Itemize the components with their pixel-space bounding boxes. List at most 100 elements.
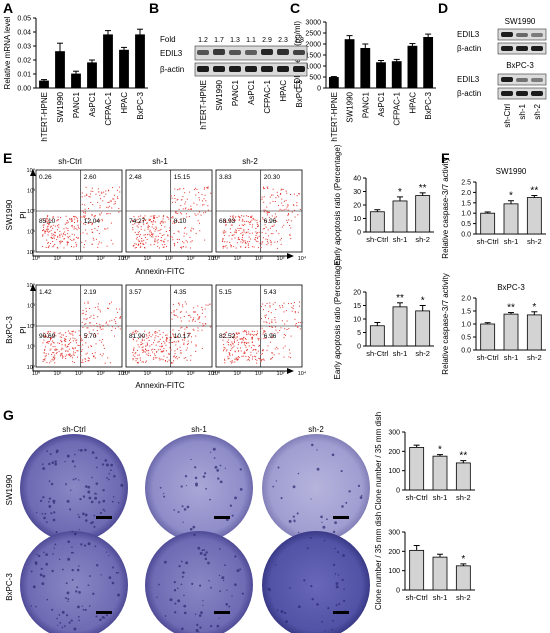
y-tick-label: 10² bbox=[27, 209, 35, 215]
quadrant-value: 74.27 bbox=[129, 218, 146, 225]
y-axis-label: Clone number / 35 mm dish bbox=[374, 412, 383, 510]
quadrant-value: 10.17 bbox=[174, 333, 191, 340]
y-tick-label: 2.0 bbox=[461, 296, 471, 303]
x-tick-label: sh-2 bbox=[527, 353, 542, 362]
fold-value: 1.3 bbox=[230, 37, 240, 44]
x-tick-label: sh-2 bbox=[456, 493, 471, 502]
scale-bar bbox=[333, 516, 349, 519]
colony-dish bbox=[20, 531, 128, 633]
fold-value: 1.2 bbox=[198, 37, 208, 44]
blot-band-label: EDIL3 bbox=[457, 30, 480, 39]
y-tick-label: 15 bbox=[353, 303, 361, 310]
event-dots bbox=[42, 186, 121, 249]
quadrant-value: 15.15 bbox=[174, 174, 191, 181]
bar bbox=[135, 34, 145, 89]
bar bbox=[503, 313, 519, 351]
blot-d-title-top: SW1990 bbox=[505, 17, 536, 26]
x-tick-label: 10³ bbox=[187, 256, 195, 262]
flow-row-label: SW1990 bbox=[5, 199, 14, 230]
x-tick-label: 10² bbox=[165, 256, 173, 262]
scale-bar bbox=[96, 611, 112, 614]
colony-dish bbox=[145, 531, 253, 633]
y-tick-label: 10 bbox=[353, 317, 361, 324]
arrow-icon bbox=[287, 368, 294, 374]
x-tick-label: sh-1 bbox=[393, 235, 408, 244]
bar bbox=[526, 197, 542, 235]
flow-y-label: PI bbox=[19, 211, 28, 219]
blot-d-title-bottom: BxPC-3 bbox=[506, 61, 534, 70]
bar bbox=[407, 45, 418, 89]
x-tick-label: 10³ bbox=[187, 371, 195, 377]
bar bbox=[39, 80, 49, 89]
blot-lane-label: AsPC1 bbox=[247, 79, 256, 104]
x-tick-label: BxPC-3 bbox=[424, 91, 433, 119]
y-tick-label: 30 bbox=[353, 189, 361, 196]
colony-speckles bbox=[35, 448, 124, 536]
y-tick-label: 10¹ bbox=[27, 345, 35, 351]
quadrant-value: 5.15 bbox=[219, 289, 232, 296]
bar bbox=[391, 61, 402, 89]
blot-band-label: β-actin bbox=[457, 89, 481, 98]
bar bbox=[392, 200, 408, 233]
x-tick-label: sh-1 bbox=[433, 493, 448, 502]
significance-mark: * bbox=[421, 296, 425, 307]
x-tick-label: sh-Ctrl bbox=[477, 237, 499, 246]
quadrant-value: 5.43 bbox=[264, 289, 277, 296]
bar bbox=[526, 314, 542, 351]
blot-lane-label: CFPAC-1 bbox=[263, 79, 272, 113]
fold-value: 2.9 bbox=[262, 37, 272, 44]
y-tick-label: 10² bbox=[27, 324, 35, 330]
western-blot-b: Fold 1.2 1.7 1.3 1.1 2.9 2.3 1.8 EDIL3 β… bbox=[160, 35, 308, 130]
bar bbox=[369, 325, 385, 347]
quadrant-value: 5.70 bbox=[84, 333, 97, 340]
colony-col-label: sh-Ctrl bbox=[62, 425, 86, 434]
x-tick-label: CFPAC-1 bbox=[393, 91, 402, 125]
fold-value: 1.1 bbox=[246, 37, 256, 44]
bar bbox=[455, 565, 471, 591]
chart-f-sw1990-caspase: 0.0 0.5 1.0 1.5 2.0 2.5 Relative caspase-3/7 a… bbox=[441, 157, 546, 259]
flow-cytometry-panel: SW1990 BxPC-3 PI PI sh-Ctrl sh-1 sh-2 An… bbox=[5, 157, 307, 390]
y-tick-label: 40 bbox=[353, 176, 361, 183]
blot-lane-label: hTERT-HPNE bbox=[199, 80, 208, 130]
x-tick-label: 10¹ bbox=[54, 256, 62, 262]
significance-mark: * bbox=[461, 554, 465, 565]
event-dots bbox=[42, 301, 122, 364]
bar bbox=[119, 49, 129, 89]
quadrant-value: 90.69 bbox=[39, 333, 56, 340]
x-tick-label: 10⁴ bbox=[118, 370, 127, 377]
quadrant-value: 6.96 bbox=[264, 218, 277, 225]
significance-mark: * bbox=[532, 302, 536, 313]
y-tick-label: 10⁰ bbox=[27, 364, 36, 371]
quadrant-value: 12.04 bbox=[84, 218, 101, 225]
x-tick-label: 10⁴ bbox=[298, 255, 307, 262]
colony-dish bbox=[145, 434, 253, 542]
flow-y-label: PI bbox=[19, 326, 28, 334]
quadrant-value: 2.19 bbox=[84, 289, 97, 296]
panel-label-e: E bbox=[3, 150, 12, 166]
quadrant-value: 2.60 bbox=[84, 174, 97, 181]
y-tick-label: 0.05 bbox=[17, 16, 31, 23]
western-blot-d: SW1990 EDIL3 β-actin BxPC-3 EDIL3 β-acti… bbox=[457, 17, 547, 128]
x-tick-label: HPAC bbox=[408, 92, 417, 114]
x-tick-label: sh-2 bbox=[415, 235, 430, 244]
x-tick-label: 10⁰ bbox=[122, 370, 131, 377]
x-tick-label: sh-Ctrl bbox=[406, 593, 428, 602]
colony-formation-panel: sh-Ctrl sh-1 sh-2 SW1990 BxPC-3 bbox=[5, 425, 370, 633]
y-tick-label: 10 bbox=[353, 216, 361, 223]
panel-label-c: C bbox=[290, 0, 300, 16]
x-tick-label: sh-1 bbox=[504, 353, 519, 362]
x-tick-label: 10⁰ bbox=[32, 370, 41, 377]
x-tick-label: sh-1 bbox=[393, 349, 408, 358]
bar bbox=[369, 211, 385, 233]
colony-dish bbox=[262, 434, 370, 542]
x-tick-label: 10⁴ bbox=[208, 255, 217, 262]
y-tick-label: 1500 bbox=[305, 53, 321, 60]
quadrant-value: 2.48 bbox=[129, 174, 142, 181]
significance-mark: ** bbox=[419, 183, 427, 194]
y-tick-label: 0 bbox=[396, 488, 400, 495]
flow-col-label: sh-2 bbox=[242, 157, 258, 166]
x-tick-label: BxPC-3 bbox=[136, 91, 145, 119]
event-dots bbox=[222, 186, 301, 249]
y-tick-label: 0.0 bbox=[461, 232, 471, 239]
chart-g-bxpc3-clones: 0 100 200 300 Clone number / 35 mm dish sh-Ct… bbox=[374, 512, 475, 610]
